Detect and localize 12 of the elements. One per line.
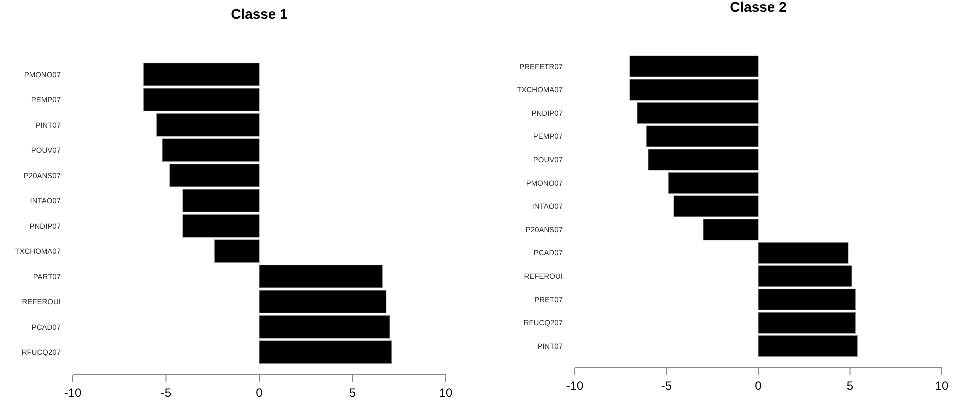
x-tick-label: 10: [439, 386, 453, 400]
x-tick-label: -10: [64, 386, 82, 400]
chart-title: Classe 2: [730, 0, 788, 15]
x-tick-label: 5: [349, 386, 356, 400]
x-tick-label: 0: [256, 386, 264, 400]
x-tick-label: 10: [935, 379, 949, 393]
x-tick-label: -5: [160, 386, 172, 400]
x-tick-label: 5: [846, 379, 854, 393]
chart-title: Classe 1: [231, 6, 288, 22]
x-tick-label: -10: [566, 379, 584, 393]
x-tick-label: 0: [755, 379, 762, 393]
x-tick-label: -5: [661, 379, 672, 393]
